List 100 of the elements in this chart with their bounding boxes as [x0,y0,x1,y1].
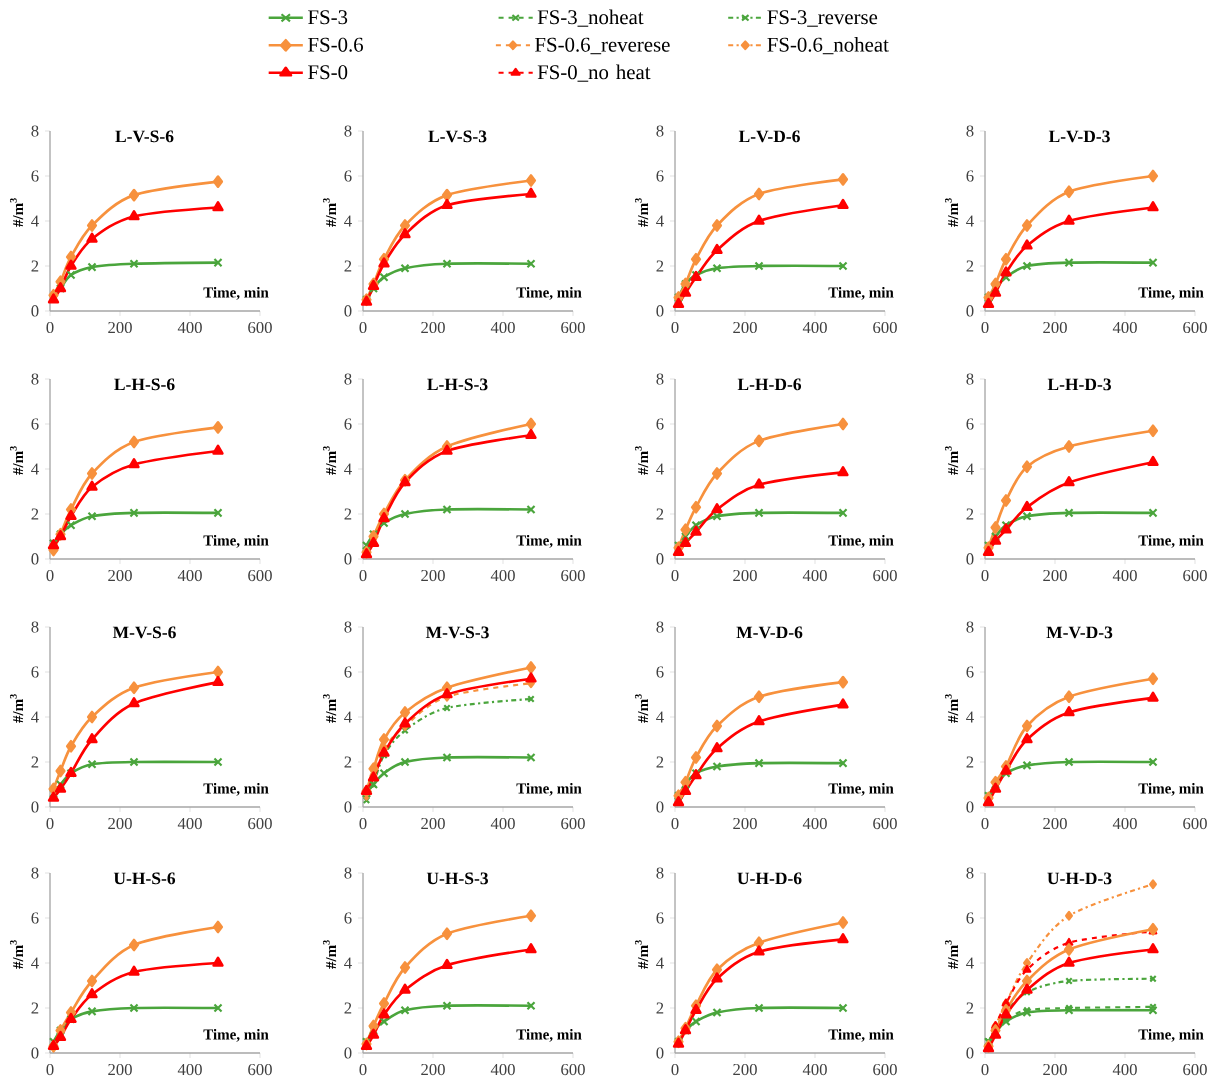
x-tick-label: 200 [108,1063,132,1076]
y-tick-label: 8 [344,621,352,633]
x-axis-title: Time, min [828,782,894,796]
x-tick-label: 0 [359,569,367,582]
y-axis-title: #/m$^{3}$ [9,940,24,969]
y-tick-label: 4 [31,957,39,969]
x-tick-label: 600 [1183,321,1207,334]
y-tick-label: 4 [656,711,664,723]
chart-title: L-H-D-3 [1047,378,1111,391]
y-tick-label: 4 [344,711,352,723]
x-axis-title: Time, min [203,1028,269,1042]
y-tick-label: 2 [344,508,352,520]
x-tick-label: 0 [359,1063,367,1076]
x-axis-title: Time, min [516,286,582,300]
y-tick-label: 6 [344,170,352,182]
y-axis-title: #/m$^{3}$ [634,940,649,969]
y-tick-label: 8 [966,621,974,633]
y-tick-label: 4 [966,711,974,723]
legend-label: FS-0 [308,65,348,80]
chart-title: L-V-D-3 [1048,130,1110,143]
y-tick-label: 8 [656,621,664,633]
y-tick-label: 0 [656,553,664,565]
legend-label: FS-3 [308,10,348,25]
x-axis-title: Time, min [1138,534,1204,548]
y-axis-title: #/m$^{3}$ [944,446,959,475]
y-tick-label: 0 [966,1047,974,1059]
y-tick-label: 2 [656,756,664,768]
x-axis-title: Time, min [203,782,269,796]
y-axis-title: #/m$^{3}$ [9,694,24,723]
x-tick-label: 600 [248,321,272,334]
y-tick-label: 8 [344,125,352,137]
x-tick-label: 400 [802,569,827,582]
y-axis-title: #/m$^{3}$ [322,198,337,227]
y-tick-label: 6 [966,170,974,182]
y-tick-label: 2 [656,508,664,520]
y-tick-label: 0 [656,801,664,813]
y-tick-label: 0 [966,801,974,813]
y-tick-label: 6 [344,912,352,924]
x-tick-label: 600 [248,569,272,582]
chart-title: M-V-S-3 [425,626,489,639]
x-axis-title: Time, min [1138,1028,1204,1042]
x-tick-label: 0 [981,569,989,582]
x-tick-label: 600 [561,1063,585,1076]
y-tick-label: 0 [966,553,974,565]
x-axis-title: Time, min [203,286,269,300]
y-axis-title: #/m$^{3}$ [634,198,649,227]
x-tick-label: 600 [1183,569,1207,582]
chart-title: L-H-S-3 [427,378,488,391]
x-axis-title: Time, min [828,286,894,300]
x-tick-label: 0 [981,817,989,830]
y-tick-label: 6 [344,666,352,678]
x-tick-label: 200 [733,817,757,830]
y-tick-label: 2 [31,260,39,272]
x-tick-label: 0 [671,321,679,334]
chart-title: L-H-D-6 [737,378,802,391]
y-tick-label: 2 [31,508,39,520]
y-tick-label: 0 [656,1047,664,1059]
chart-title: M-V-D-3 [1046,626,1113,639]
y-tick-label: 0 [656,305,664,317]
x-axis-title: Time, min [1138,286,1204,300]
x-tick-label: 200 [1043,569,1067,582]
y-axis-title: #/m$^{3}$ [9,198,24,227]
y-tick-label: 6 [31,666,39,678]
x-tick-label: 200 [421,1063,445,1076]
legend-label: FS-3_noheat [537,9,644,27]
y-axis-title: #/m$^{3}$ [944,940,959,969]
y-tick-label: 8 [31,373,39,385]
chart-title: U-H-S-6 [113,872,176,885]
y-tick-label: 2 [344,260,352,272]
x-tick-label: 200 [421,817,445,830]
y-axis-title: #/m$^{3}$ [944,694,959,723]
legend-label: FS-3_reverse [767,10,878,27]
chart-title: U-H-D-6 [737,872,802,885]
y-tick-label: 0 [31,1047,39,1059]
x-tick-label: 200 [108,569,132,582]
x-tick-label: 600 [248,1063,272,1076]
y-tick-label: 4 [966,463,974,475]
y-tick-label: 8 [656,125,664,137]
y-tick-label: 4 [344,957,352,969]
x-tick-label: 200 [421,569,445,582]
x-tick-label: 400 [177,569,202,582]
y-tick-label: 8 [31,125,39,137]
x-tick-label: 600 [873,817,897,830]
y-axis-title: #/m$^{3}$ [634,446,649,475]
x-tick-label: 0 [46,569,54,582]
y-tick-label: 2 [966,260,974,272]
x-tick-label: 600 [873,1063,897,1076]
x-axis-title: Time, min [516,782,582,796]
legend-label: FS-0_no heat [537,64,651,82]
y-axis-title: #/m$^{3}$ [944,198,959,227]
y-tick-label: 0 [31,553,39,565]
x-tick-label: 400 [802,1063,827,1076]
y-tick-label: 6 [656,418,664,430]
x-tick-label: 600 [561,569,585,582]
y-tick-label: 6 [31,418,39,430]
y-axis-title: #/m$^{3}$ [9,446,24,475]
x-tick-label: 200 [421,321,445,334]
y-tick-label: 6 [344,418,352,430]
x-tick-label: 0 [46,817,54,830]
x-tick-label: 400 [1112,817,1137,830]
